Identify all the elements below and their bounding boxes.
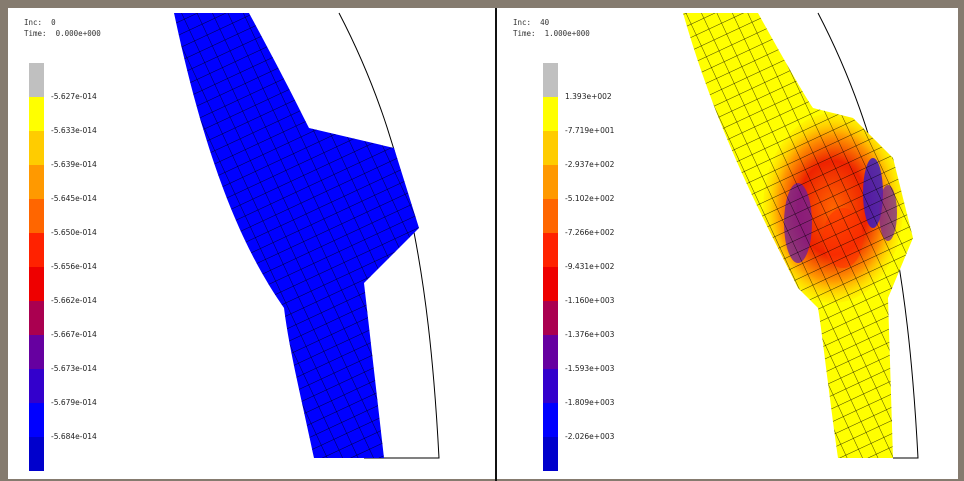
legend-tick: -1.809e+003 (565, 398, 615, 407)
legend-tick: -2.937e+002 (565, 160, 615, 169)
legend-swatch (543, 267, 558, 301)
legend-swatch (29, 233, 44, 267)
legend-swatch (543, 335, 558, 369)
legend-swatch (29, 403, 44, 437)
legend-tick: -5.633e-014 (51, 126, 97, 135)
panel-left-increment-0[interactable]: Inc: 0 Time: 0.000e+000 -5.627e-014 -5.6… (9, 8, 495, 481)
legend-tick: 1.393e+002 (565, 92, 612, 101)
time-label: Time: 1.000e+000 (513, 29, 590, 38)
legend-tick: -1.160e+003 (565, 296, 615, 305)
increment-label: Inc: 0 (24, 18, 56, 27)
legend-tick: -1.376e+003 (565, 330, 615, 339)
fe-mesh-left[interactable] (9, 8, 495, 481)
panel-right-increment-40[interactable]: Inc: 40 Time: 1.000e+000 1.393e+002 -7.7… (498, 8, 964, 481)
legend-swatch (29, 369, 44, 403)
legend-swatch (543, 369, 558, 403)
legend-swatch (29, 63, 44, 97)
legend-tick: -5.102e+002 (565, 194, 615, 203)
legend-swatch (29, 131, 44, 165)
fe-mesh-right[interactable] (498, 8, 964, 481)
legend-tick: -5.627e-014 (51, 92, 97, 101)
legend-swatch (29, 301, 44, 335)
legend-tick: -5.684e-014 (51, 432, 97, 441)
legend-tick: -5.679e-014 (51, 398, 97, 407)
time-label: Time: 0.000e+000 (24, 29, 101, 38)
legend-swatch (543, 199, 558, 233)
legend-tick: -5.650e-014 (51, 228, 97, 237)
legend-tick: -5.645e-014 (51, 194, 97, 203)
legend-tick: -5.662e-014 (51, 296, 97, 305)
legend-swatch (543, 403, 558, 437)
legend-tick: -5.656e-014 (51, 262, 97, 271)
legend-tick: -9.431e+002 (565, 262, 615, 271)
legend-swatch (543, 97, 558, 131)
legend-swatch (543, 63, 558, 97)
panel-divider[interactable] (495, 8, 497, 481)
legend-tick: -5.673e-014 (51, 364, 97, 373)
legend-swatch (29, 437, 44, 471)
legend-tick: -1.593e+003 (565, 364, 615, 373)
legend-swatch (543, 437, 558, 471)
increment-label: Inc: 40 (513, 18, 550, 27)
legend-swatch (29, 335, 44, 369)
legend-swatch (543, 131, 558, 165)
legend-tick: -5.639e-014 (51, 160, 97, 169)
legend-tick: -7.719e+001 (565, 126, 615, 135)
legend-swatch (29, 97, 44, 131)
legend-tick: -5.667e-014 (51, 330, 97, 339)
legend-swatch (543, 165, 558, 199)
legend-tick: -7.266e+002 (565, 228, 615, 237)
legend-tick: -2.026e+003 (565, 432, 615, 441)
legend-swatch (29, 199, 44, 233)
legend-swatch (29, 267, 44, 301)
legend-swatch (543, 301, 558, 335)
legend-swatch (29, 165, 44, 199)
legend-swatch (543, 233, 558, 267)
